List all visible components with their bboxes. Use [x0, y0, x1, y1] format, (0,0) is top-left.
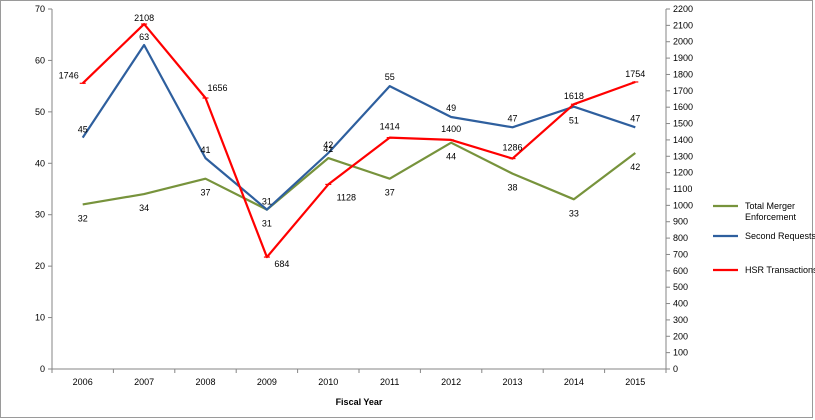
legend-entry-text: Enforcement [745, 212, 797, 222]
data-label-total-merger-enforcement: 31 [262, 219, 272, 229]
y-right-tick-label: 1500 [673, 119, 693, 129]
x-tick-label: 2006 [73, 377, 93, 387]
data-label-total-merger-enforcement: 41 [323, 144, 333, 154]
x-tick-label: 2013 [502, 377, 522, 387]
x-tick-label: 2009 [257, 377, 277, 387]
data-label-second-requests: 49 [446, 103, 456, 113]
y-left-tick-label: 10 [35, 313, 45, 323]
y-right-tick-label: 1800 [673, 69, 693, 79]
y-right-tick-label: 300 [673, 315, 688, 325]
data-label-total-merger-enforcement: 34 [139, 203, 149, 213]
y-right-tick-label: 2000 [673, 37, 693, 47]
series-line-second-requests [81, 43, 636, 211]
y-right-tick-label: 700 [673, 249, 688, 259]
data-label-hsr-transactions: 1656 [207, 83, 227, 93]
data-labels: 32 34 37 31 41 37 44 38 33 42 45 63 41 31 42 55 49 47 51 47… [59, 13, 646, 269]
y-right-tick-label: 0 [673, 364, 678, 374]
x-axis-title: Fiscal Year [336, 397, 383, 407]
y-right-tick-label: 1300 [673, 151, 693, 161]
x-tick-label: 2012 [441, 377, 461, 387]
y-right-tick-label: 600 [673, 266, 688, 276]
data-label-second-requests: 51 [569, 116, 579, 126]
axes: 0102030405060700100200300400500600700800… [35, 4, 693, 387]
data-label-total-merger-enforcement: 33 [569, 208, 579, 218]
y-right-tick-label: 1600 [673, 102, 693, 112]
y-right-tick-label: 1400 [673, 135, 693, 145]
legend-entry-text: HSR Transactions [745, 265, 815, 275]
y-right-tick-label: 1700 [673, 86, 693, 96]
data-label-hsr-transactions: 1414 [380, 122, 400, 132]
x-tick-label: 2010 [318, 377, 338, 387]
y-right-tick-label: 500 [673, 282, 688, 292]
y-right-tick-label: 2100 [673, 20, 693, 30]
data-label-hsr-transactions: 2108 [134, 13, 154, 23]
y-left-tick-label: 30 [35, 210, 45, 220]
y-right-tick-label: 400 [673, 299, 688, 309]
x-tick-label: 2015 [625, 377, 645, 387]
data-label-total-merger-enforcement: 32 [78, 213, 88, 223]
x-tick-label: 2014 [564, 377, 584, 387]
y-left-tick-label: 40 [35, 158, 45, 168]
y-right-tick-label: 800 [673, 233, 688, 243]
y-left-tick-label: 60 [35, 55, 45, 65]
series-line-hsr-transactions [81, 23, 636, 259]
data-label-second-requests: 42 [323, 140, 333, 150]
legend-entry-text: Second Requests [745, 231, 815, 241]
data-label-total-merger-enforcement: 37 [385, 188, 395, 198]
y-left-tick-label: 20 [35, 261, 45, 271]
data-label-hsr-transactions: 1400 [441, 124, 461, 134]
data-label-second-requests: 45 [78, 125, 88, 135]
data-label-second-requests: 41 [200, 145, 210, 155]
series-line-total-merger-enforcement [82, 141, 636, 211]
data-label-second-requests: 47 [630, 113, 640, 123]
data-label-second-requests: 63 [139, 32, 149, 42]
y-right-tick-label: 1200 [673, 168, 693, 178]
y-right-tick-label: 200 [673, 331, 688, 341]
y-left-tick-label: 50 [35, 107, 45, 117]
data-label-total-merger-enforcement: 38 [507, 183, 517, 193]
legend-entry-text: Total Merger [745, 201, 795, 211]
data-label-total-merger-enforcement: 42 [630, 162, 640, 172]
y-right-tick-label: 1100 [673, 184, 692, 194]
data-label-hsr-transactions: 684 [274, 259, 289, 269]
data-label-hsr-transactions: 1746 [59, 70, 79, 80]
y-right-tick-label: 900 [673, 217, 688, 227]
y-right-tick-label: 2200 [673, 4, 693, 14]
y-right-tick-label: 1000 [673, 200, 693, 210]
y-right-tick-label: 100 [673, 348, 688, 358]
x-tick-label: 2011 [380, 377, 399, 387]
data-label-hsr-transactions: 1754 [625, 69, 645, 79]
data-label-hsr-transactions: 1128 [337, 192, 356, 202]
series-lines [79, 23, 639, 259]
x-tick-label: 2007 [134, 377, 154, 387]
y-right-tick-label: 1900 [673, 53, 693, 63]
y-left-tick-label: 70 [35, 4, 45, 14]
x-tick-label: 2008 [195, 377, 215, 387]
data-label-second-requests: 47 [507, 113, 517, 123]
data-label-hsr-transactions: 1286 [502, 143, 522, 153]
data-label-hsr-transactions: 1618 [564, 91, 584, 101]
data-label-total-merger-enforcement: 37 [200, 188, 210, 198]
data-label-total-merger-enforcement: 44 [446, 152, 456, 162]
y-left-tick-label: 0 [40, 364, 45, 374]
data-label-second-requests: 31 [262, 197, 272, 207]
data-label-second-requests: 55 [385, 72, 395, 82]
